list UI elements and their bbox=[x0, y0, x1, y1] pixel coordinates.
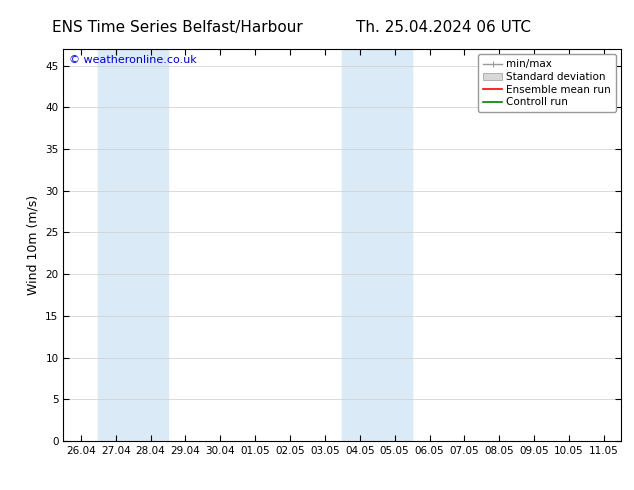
Text: ENS Time Series Belfast/Harbour: ENS Time Series Belfast/Harbour bbox=[52, 20, 303, 35]
Y-axis label: Wind 10m (m/s): Wind 10m (m/s) bbox=[27, 195, 40, 295]
Text: © weatheronline.co.uk: © weatheronline.co.uk bbox=[69, 55, 197, 65]
Bar bbox=[98, 49, 168, 441]
Bar bbox=[342, 49, 412, 441]
Legend: min/max, Standard deviation, Ensemble mean run, Controll run: min/max, Standard deviation, Ensemble me… bbox=[478, 54, 616, 112]
Text: Th. 25.04.2024 06 UTC: Th. 25.04.2024 06 UTC bbox=[356, 20, 531, 35]
